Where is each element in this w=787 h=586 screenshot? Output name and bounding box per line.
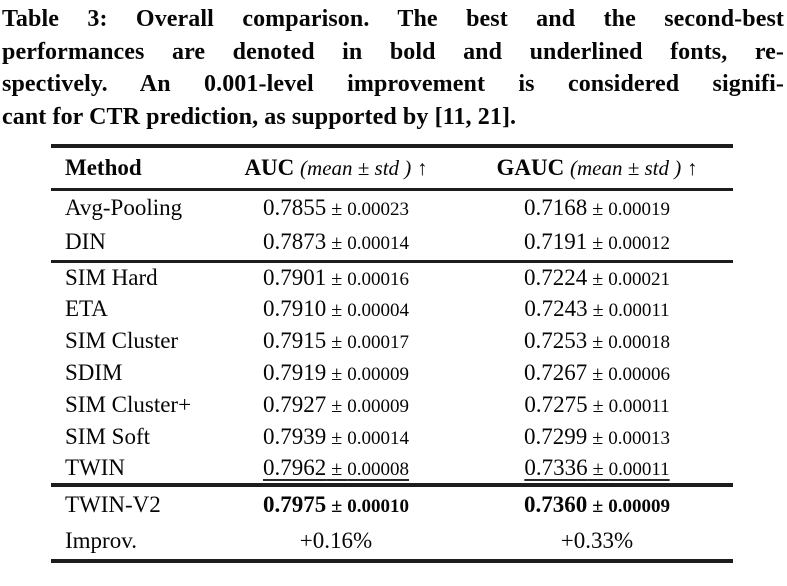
metric-value: 0.7253 ± 0.00018: [524, 328, 670, 353]
gauc-cell: 0.7168 ± 0.00019: [461, 189, 733, 225]
table-row: TWIN-V2 0.7975 ± 0.00010 0.7360 ± 0.00009: [51, 485, 733, 523]
caption-line: performances are denoted in bold and und…: [2, 38, 784, 65]
col-header-gauc: GAUC (mean ± std ) ↑: [461, 146, 733, 191]
table-row: DIN 0.7873 ± 0.00014 0.7191 ± 0.00012: [51, 225, 733, 261]
gauc-cell: 0.7224 ± 0.00021: [461, 261, 733, 293]
auc-metric-label: (mean ± std ): [300, 155, 412, 180]
auc-cell: 0.7939 ± 0.00014: [211, 421, 461, 453]
table-row: Improv. +0.16% +0.33%: [51, 523, 733, 561]
gauc-cell: 0.7267 ± 0.00006: [461, 357, 733, 389]
metric-value: 0.7168 ± 0.00019: [524, 194, 670, 220]
caption-line: Table 3: Overall comparison. The best an…: [2, 6, 784, 32]
metric-value: 0.7962 ± 0.00008: [263, 455, 409, 480]
auc-cell: 0.7962 ± 0.00008: [211, 453, 461, 485]
method-cell: DIN: [65, 229, 106, 255]
metric-value: 0.7910 ± 0.00004: [263, 296, 409, 321]
auc-cell: 0.7919 ± 0.00009: [211, 357, 461, 389]
gauc-cell: 0.7299 ± 0.00013: [461, 421, 733, 453]
metric-value: 0.7873 ± 0.00014: [263, 229, 409, 255]
metric-value: 0.7975 ± 0.00010: [263, 492, 409, 517]
auc-cell: 0.7915 ± 0.00017: [211, 325, 461, 357]
col-header-method: Method: [51, 146, 211, 191]
gauc-cell: 0.7336 ± 0.00011: [461, 453, 733, 485]
caption-line: cant for CTR prediction, as supported by…: [2, 103, 517, 130]
metric-value: 0.7224 ± 0.00021: [524, 264, 670, 290]
metric-value: 0.7360 ± 0.00009: [524, 492, 670, 517]
auc-cell: 0.7975 ± 0.00010: [211, 485, 461, 523]
table-header: Method AUC (mean ± std ) ↑ GAUC (mean ± …: [51, 146, 733, 191]
metric-value: 0.7267 ± 0.00006: [524, 360, 670, 385]
auc-cell: 0.7927 ± 0.00009: [211, 389, 461, 421]
method-cell: TWIN: [65, 455, 126, 480]
table-row: SIM Hard 0.7901 ± 0.00016 0.7224 ± 0.00021: [51, 261, 733, 293]
method-cell: SDIM: [65, 360, 123, 385]
metric-value: +0.16%: [299, 528, 373, 553]
results-table: Method AUC (mean ± std ) ↑ GAUC (mean ± …: [51, 144, 733, 563]
metric-value: 0.7915 ± 0.00017: [263, 328, 409, 353]
auc-cell: 0.7873 ± 0.00014: [211, 225, 461, 261]
method-cell: SIM Cluster+: [65, 392, 192, 417]
gauc-cell: +0.33%: [461, 523, 733, 561]
gauc-cell: 0.7360 ± 0.00009: [461, 485, 733, 523]
metric-value: +0.33%: [560, 528, 634, 553]
gauc-cell: 0.7243 ± 0.00011: [461, 293, 733, 325]
table-row: TWIN 0.7962 ± 0.00008 0.7336 ± 0.00011: [51, 453, 733, 485]
table-row: Avg-Pooling 0.7855 ± 0.00023 0.7168 ± 0.00…: [51, 189, 733, 225]
metric-value: 0.7243 ± 0.00011: [524, 296, 670, 321]
metric-value: 0.7855 ± 0.00023: [263, 194, 409, 220]
auc-cell: +0.16%: [211, 523, 461, 561]
table-caption: Table 3: Overall comparison. The best an…: [0, 0, 787, 133]
auc-cell: 0.7901 ± 0.00016: [211, 261, 461, 293]
method-cell: SIM Cluster: [65, 328, 179, 353]
method-cell: Improv.: [65, 528, 137, 553]
auc-cell: 0.7910 ± 0.00004: [211, 293, 461, 325]
up-arrow-icon: ↑: [417, 155, 428, 180]
row-group-long-sequence-baselines: SIM Hard 0.7901 ± 0.00016 0.7224 ± 0.00021…: [51, 261, 733, 485]
metric-value: 0.7191 ± 0.00012: [524, 229, 670, 255]
table-row: SIM Cluster+ 0.7927 ± 0.00009 0.7275 ± 0.0…: [51, 389, 733, 421]
gauc-cell: 0.7275 ± 0.00011: [461, 389, 733, 421]
table-row: ETA 0.7910 ± 0.00004 0.7243 ± 0.00011: [51, 293, 733, 325]
metric-value: 0.7299 ± 0.00013: [524, 424, 670, 449]
metric-value: 0.7927 ± 0.00009: [263, 392, 409, 417]
metric-value: 0.7275 ± 0.00011: [524, 392, 670, 417]
col-header-auc: AUC (mean ± std ) ↑: [211, 146, 461, 191]
metric-value: 0.7336 ± 0.00011: [524, 455, 670, 480]
method-cell: ETA: [65, 296, 108, 321]
metric-value: 0.7939 ± 0.00014: [263, 424, 409, 449]
auc-label: AUC: [244, 154, 295, 180]
table-row: SIM Soft 0.7939 ± 0.00014 0.7299 ± 0.00013: [51, 421, 733, 453]
method-cell: SIM Soft: [65, 424, 150, 449]
gauc-cell: 0.7191 ± 0.00012: [461, 225, 733, 261]
method-cell: TWIN-V2: [65, 492, 161, 517]
method-cell: SIM Hard: [65, 264, 158, 290]
row-group-ours: TWIN-V2 0.7975 ± 0.00010 0.7360 ± 0.00009 I…: [51, 485, 733, 561]
gauc-cell: 0.7253 ± 0.00018: [461, 325, 733, 357]
method-cell: Avg-Pooling: [65, 194, 183, 220]
gauc-label: GAUC: [496, 154, 565, 180]
auc-cell: 0.7855 ± 0.00023: [211, 189, 461, 225]
metric-value: 0.7919 ± 0.00009: [263, 360, 409, 385]
header-row: Method AUC (mean ± std ) ↑ GAUC (mean ± …: [51, 146, 733, 191]
gauc-metric-label: (mean ± std ): [569, 155, 682, 180]
caption-line: spectively. An 0.001-level improvement i…: [2, 71, 784, 97]
row-group-short-sequence-baselines: Avg-Pooling 0.7855 ± 0.00023 0.7168 ± 0.00…: [51, 189, 733, 261]
metric-value: 0.7901 ± 0.00016: [263, 264, 409, 290]
table-row: SDIM 0.7919 ± 0.00009 0.7267 ± 0.00006: [51, 357, 733, 389]
table-row: SIM Cluster 0.7915 ± 0.00017 0.7253 ± 0.00…: [51, 325, 733, 357]
up-arrow-icon: ↑: [687, 155, 698, 180]
